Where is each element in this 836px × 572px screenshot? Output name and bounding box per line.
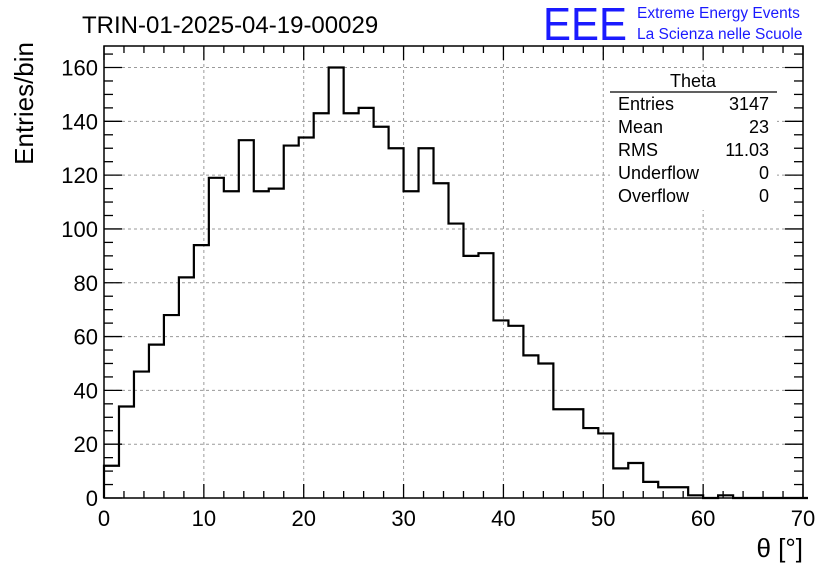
x-axis-title: θ [°] xyxy=(756,533,803,563)
histogram-bin xyxy=(613,468,628,498)
plot-frame xyxy=(103,45,804,499)
histogram-bin xyxy=(389,148,404,498)
histogram-bin xyxy=(194,245,209,498)
histogram-bin xyxy=(419,148,434,498)
stats-label-underflow: Underflow xyxy=(618,163,700,183)
histogram-bin xyxy=(449,224,464,498)
histogram-bin xyxy=(164,315,179,498)
y-tick-label: 40 xyxy=(74,378,98,403)
histogram-bin xyxy=(224,191,239,498)
histogram-bin xyxy=(538,363,553,498)
x-tick-label: 40 xyxy=(491,506,515,531)
histogram-bin xyxy=(299,137,314,498)
histogram-bin xyxy=(583,428,598,498)
histogram-bin xyxy=(434,183,449,498)
x-tick-label: 10 xyxy=(192,506,216,531)
histogram-bin xyxy=(404,191,419,498)
histogram-bin xyxy=(628,463,643,498)
grid xyxy=(104,46,803,498)
logo-line2: La Scienza nelle Scuole xyxy=(637,26,802,43)
y-axis-title: Entries/bin xyxy=(9,42,39,165)
histogram-bin xyxy=(134,372,149,498)
histogram-bin xyxy=(359,108,374,498)
histogram-bin xyxy=(598,433,613,498)
x-tick-label: 20 xyxy=(291,506,315,531)
histogram-bin xyxy=(284,146,299,498)
y-tick-label: 140 xyxy=(61,109,98,134)
histogram-bin xyxy=(658,487,673,498)
stats-box-background xyxy=(610,72,777,210)
x-tick-label: 60 xyxy=(691,506,715,531)
stats-value-overflow: 0 xyxy=(759,186,769,206)
x-tick-label: 50 xyxy=(591,506,615,531)
eee-logo: EEE Extreme Energy Events La Scienza nel… xyxy=(543,0,802,50)
histogram-bin xyxy=(374,127,389,498)
histogram-bin xyxy=(553,409,568,498)
histogram-bin xyxy=(179,277,194,498)
y-tick-label: 20 xyxy=(74,432,98,457)
stats-label-entries: Entries xyxy=(618,94,674,114)
y-tick-label: 160 xyxy=(61,56,98,81)
x-tick-label: 30 xyxy=(391,506,415,531)
stats-value-rms: 11.03 xyxy=(725,140,769,160)
stats-box: Theta Entries 3147 Mean 23 RMS 11.03 Und… xyxy=(610,71,777,210)
histogram-bin xyxy=(508,326,523,498)
histogram-bin xyxy=(523,355,538,498)
histogram-bin xyxy=(344,113,359,498)
y-tick-label: 60 xyxy=(74,325,98,350)
histogram-bin xyxy=(493,320,508,498)
histogram-bin xyxy=(269,189,284,498)
stats-label-overflow: Overflow xyxy=(618,186,690,206)
stats-title: Theta xyxy=(670,71,717,91)
x-tick-label: 70 xyxy=(791,506,815,531)
stats-label-mean: Mean xyxy=(618,117,663,137)
histogram-outline xyxy=(102,66,808,500)
y-tick-label: 100 xyxy=(61,217,98,242)
histogram-bin xyxy=(254,191,269,498)
stats-value-entries: 3147 xyxy=(729,94,769,114)
histogram-bin xyxy=(673,487,688,498)
histogram-bin xyxy=(209,178,224,498)
histogram-bin xyxy=(463,256,478,498)
y-tick-label: 120 xyxy=(61,163,98,188)
histogram-bin xyxy=(643,482,658,498)
y-tick-labels: 0 20 40 60 80 100 120 140 160 xyxy=(61,56,98,511)
stats-value-underflow: 0 xyxy=(759,163,769,183)
x-tick-label: 0 xyxy=(98,506,110,531)
histogram-bin xyxy=(149,345,164,498)
x-tick-labels: 0 10 20 30 40 50 60 70 xyxy=(98,506,815,531)
histogram-bin xyxy=(329,68,344,498)
logo-line1: Extreme Energy Events xyxy=(637,5,800,22)
histogram-bin xyxy=(119,407,134,498)
histogram-bin xyxy=(478,253,493,498)
stats-label-rms: RMS xyxy=(618,140,658,160)
chart-title: TRIN-01-2025-04-19-00029 xyxy=(82,12,378,39)
y-tick-label: 0 xyxy=(86,486,98,511)
logo-mark: EEE xyxy=(543,0,627,50)
histogram-bin xyxy=(568,409,583,498)
y-tick-label: 80 xyxy=(74,271,98,296)
axis-ticks xyxy=(103,46,804,499)
histogram-bin xyxy=(314,113,329,498)
histogram-bin xyxy=(239,140,254,498)
stats-value-mean: 23 xyxy=(749,117,769,137)
